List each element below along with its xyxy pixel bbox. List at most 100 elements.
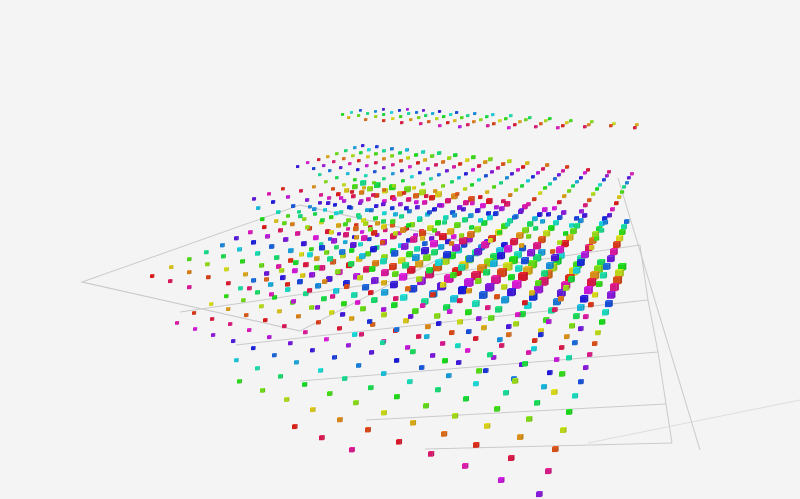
voxel-cube — [370, 246, 379, 254]
voxel-cube — [509, 114, 514, 119]
voxel-cube — [541, 384, 549, 391]
voxel-cube — [305, 198, 311, 204]
voxel-cube — [458, 125, 464, 130]
voxel-cube — [327, 391, 335, 398]
voxel-cube — [328, 169, 333, 174]
voxel-cube — [607, 213, 614, 220]
voxel-cube — [349, 447, 357, 454]
voxel-cube — [399, 115, 404, 120]
voxel-cube — [412, 254, 422, 263]
voxel-cube — [422, 109, 427, 114]
voxel-cube — [382, 108, 387, 113]
voxel-cube — [605, 300, 615, 309]
voxel-cube — [583, 125, 589, 130]
voxel-cube — [288, 341, 295, 347]
voxel-cube — [332, 355, 339, 362]
voxel-cube — [473, 112, 478, 117]
voxel-cube — [327, 256, 335, 264]
voxel-cube — [484, 423, 492, 431]
voxel-cube — [347, 205, 354, 211]
voxel-cube — [406, 197, 413, 204]
voxel-cube — [421, 182, 427, 188]
voxel-cube — [150, 274, 156, 280]
voxel-cube — [473, 442, 481, 450]
voxel-cube — [341, 301, 349, 308]
voxel-cube — [574, 216, 581, 223]
voxel-cube — [478, 218, 485, 225]
voxel-cube — [476, 368, 484, 376]
voxel-cube — [516, 168, 522, 174]
voxel-cube — [340, 312, 347, 319]
voxel-cube — [361, 235, 369, 243]
voxel-cube — [405, 286, 413, 293]
voxel-cube — [424, 334, 432, 341]
voxel-cube — [307, 288, 314, 295]
voxel-cube — [558, 296, 566, 303]
voxel-cube — [301, 241, 309, 248]
voxel-cube — [466, 288, 474, 296]
voxel-cube — [382, 211, 389, 217]
plot-canvas — [0, 0, 800, 450]
voxel-cube — [449, 113, 454, 118]
voxel-cube — [402, 191, 408, 197]
voxel-cube — [316, 320, 323, 326]
voxel-cube — [187, 257, 194, 263]
voxel-cube — [569, 223, 576, 230]
voxel-cube — [552, 307, 560, 314]
voxel-cube — [503, 390, 511, 397]
voxel-cube — [515, 312, 523, 319]
voxel-cube — [592, 341, 599, 348]
voxel-cube — [346, 172, 351, 177]
voxel-cube — [510, 172, 516, 178]
voxel-cube — [220, 243, 227, 249]
voxel-cube — [573, 267, 582, 276]
voxel-cube — [437, 203, 444, 209]
voxel-cube — [430, 353, 437, 360]
voxel-cube — [210, 317, 216, 323]
voxel-cube — [238, 286, 245, 292]
voxel-cube — [512, 215, 519, 222]
voxel-cube — [408, 314, 415, 321]
voxel-cube — [193, 327, 199, 333]
voxel-cube — [281, 187, 287, 192]
voxel-cube — [279, 268, 286, 275]
voxel-cube — [505, 222, 512, 229]
voxel-cube — [211, 333, 217, 339]
voxel-cube — [226, 281, 233, 287]
voxel-cube — [528, 116, 534, 121]
voxel-cube — [501, 199, 508, 205]
voxel-cube — [205, 262, 212, 268]
voxel-cube — [610, 207, 617, 213]
voxel-cube — [357, 159, 363, 164]
voxel-cube — [333, 203, 339, 209]
voxel-cube — [347, 116, 352, 121]
voxel-cube — [414, 200, 421, 206]
voxel-cube — [286, 195, 292, 201]
voxel-cube — [346, 343, 353, 350]
voxel-cube — [499, 181, 505, 187]
voxel-cube — [368, 385, 376, 392]
voxel-cube — [342, 183, 348, 188]
voxel-cube — [504, 117, 510, 122]
voxel-cube — [476, 316, 483, 323]
voxel-cube — [353, 178, 359, 183]
voxel-cube — [209, 302, 215, 308]
voxel-cube — [382, 166, 388, 171]
voxel-cube — [247, 328, 253, 334]
voxel-cube — [501, 162, 507, 168]
voxel-cube — [262, 225, 269, 231]
voxel-cube — [465, 348, 472, 355]
voxel-cube — [452, 213, 459, 220]
voxel-cube — [440, 282, 448, 290]
voxel-cube — [380, 240, 387, 247]
voxel-cube — [566, 409, 574, 417]
voxel-cube — [330, 294, 337, 301]
voxel-cube — [404, 206, 411, 212]
voxel-cube — [352, 332, 359, 339]
voxel-cube — [505, 176, 511, 182]
voxel-cube — [317, 158, 322, 163]
voxel-cube — [469, 225, 476, 232]
voxel-cube — [305, 225, 312, 231]
voxel-cube — [488, 238, 495, 245]
voxel-cube — [409, 118, 414, 123]
